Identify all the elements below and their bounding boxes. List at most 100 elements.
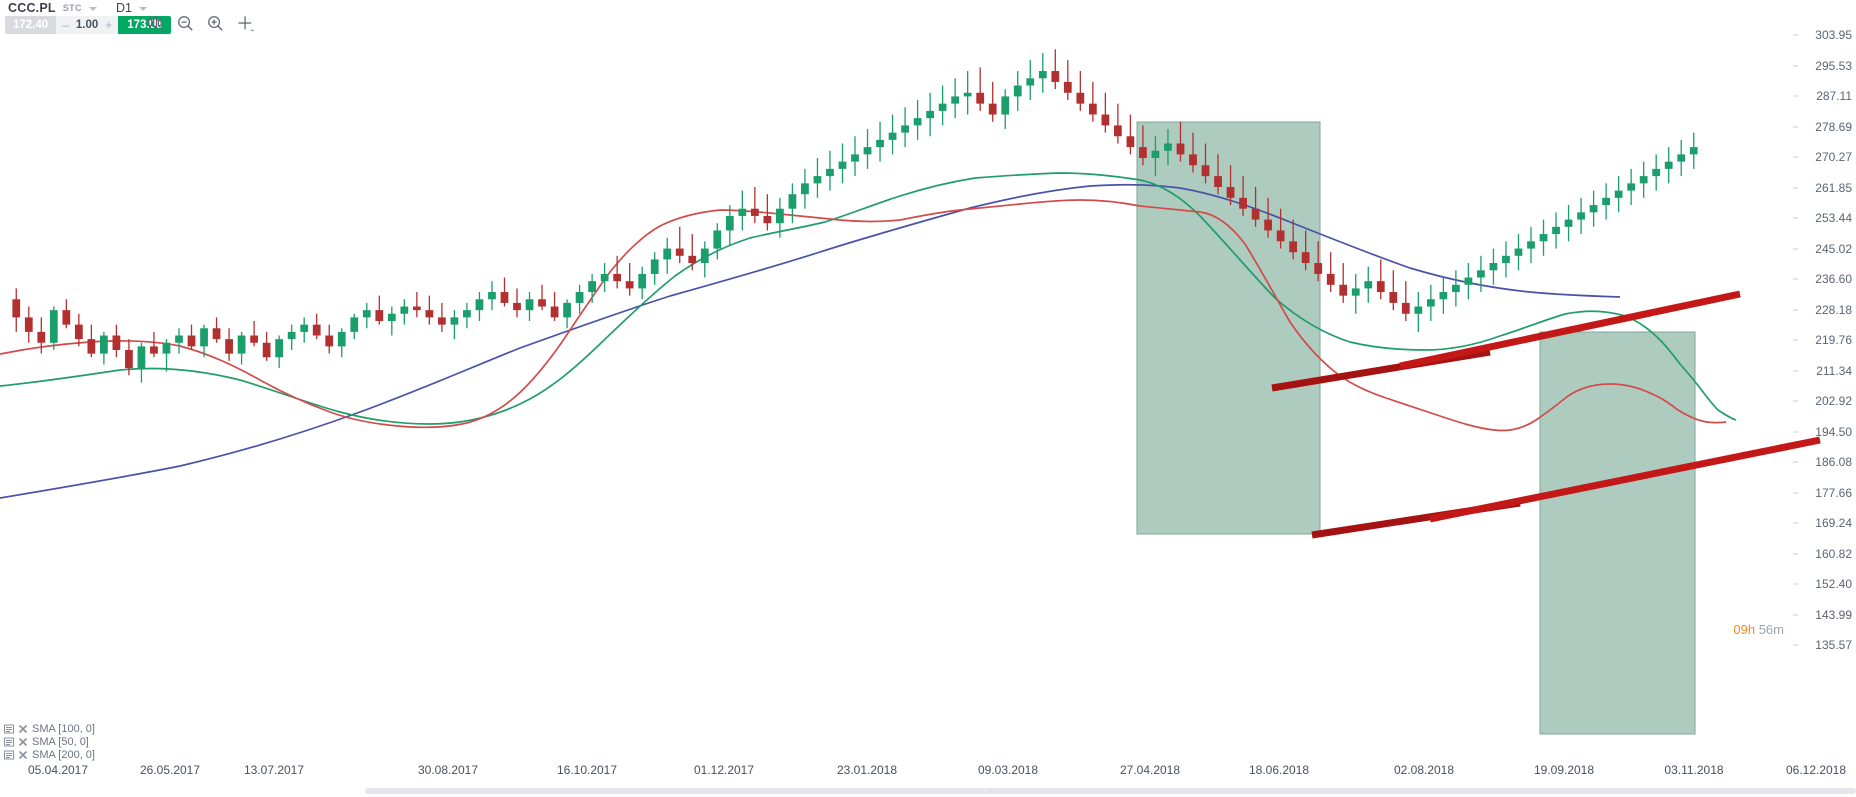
candle-body[interactable] [776, 208, 784, 224]
candle-body[interactable] [813, 176, 822, 184]
candle-body[interactable] [488, 292, 496, 300]
candle-body[interactable] [74, 324, 83, 340]
candle-body[interactable] [1051, 71, 1060, 82]
candle-body[interactable] [325, 335, 334, 347]
candle-body[interactable] [1176, 143, 1185, 155]
candle-body[interactable] [788, 194, 797, 209]
candle-body[interactable] [37, 331, 46, 343]
candle-body[interactable] [1151, 150, 1160, 158]
lower-support-line[interactable] [1429, 436, 1821, 523]
candle-body[interactable] [1013, 85, 1022, 97]
candle-body[interactable] [901, 125, 909, 133]
upper-resistance-line[interactable] [1399, 290, 1741, 370]
candle-body[interactable] [826, 168, 834, 177]
candle-body[interactable] [475, 299, 484, 311]
candle-body[interactable] [738, 208, 747, 216]
candle-body[interactable] [525, 299, 534, 311]
candle-body[interactable] [538, 299, 546, 307]
candle-body[interactable] [513, 302, 521, 311]
candle-body[interactable] [350, 317, 359, 332]
candle-body[interactable] [1414, 306, 1423, 314]
candle-body[interactable] [1514, 248, 1523, 256]
candle-body[interactable] [1602, 197, 1610, 206]
indicator-properties-icon[interactable] [4, 737, 14, 747]
candle-body[interactable] [1339, 284, 1348, 296]
candle-body[interactable] [400, 306, 409, 314]
indicator-remove-icon[interactable] [18, 737, 28, 747]
candle-body[interactable] [1539, 234, 1548, 242]
candle-body[interactable] [1689, 147, 1698, 155]
candle-body[interactable] [200, 328, 208, 347]
candle-body[interactable] [838, 161, 847, 169]
candle-body[interactable] [1564, 219, 1573, 227]
horizontal-scrollbar[interactable] [0, 784, 1856, 797]
legend-item[interactable]: SMA [50, 0] [4, 736, 95, 748]
crosshair-icon[interactable] [236, 14, 255, 33]
candle-body[interactable] [926, 110, 934, 119]
volume-value[interactable]: 1.00 [75, 19, 99, 31]
candle-body[interactable] [187, 335, 196, 347]
candle-body[interactable] [362, 310, 371, 318]
candle-body[interactable] [663, 248, 672, 260]
zoom-in-icon[interactable] [206, 14, 225, 33]
indicator-properties-icon[interactable] [4, 724, 14, 734]
candle-body[interactable] [713, 230, 722, 249]
candle-body[interactable] [1314, 263, 1323, 274]
candle-body[interactable] [1226, 186, 1235, 198]
candle-body[interactable] [688, 255, 697, 264]
timeframe-chevron-down-icon[interactable] [138, 7, 147, 11]
candle-body[interactable] [725, 215, 734, 231]
candle-body[interactable] [287, 331, 296, 340]
candle-body[interactable] [888, 132, 897, 140]
candle-body[interactable] [1589, 205, 1598, 213]
candle-body[interactable] [463, 310, 471, 318]
candle-body[interactable] [1026, 78, 1035, 86]
candle-body[interactable] [588, 281, 596, 293]
candle-body[interactable] [1401, 302, 1410, 314]
candle-body[interactable] [1289, 241, 1298, 253]
candle-body[interactable] [150, 346, 158, 354]
candle-body[interactable] [625, 281, 634, 289]
candle-body[interactable] [62, 310, 71, 325]
candle-body[interactable] [876, 139, 884, 148]
candle-body[interactable] [412, 306, 421, 311]
candle-body[interactable] [938, 103, 947, 111]
candle-body[interactable] [175, 335, 183, 343]
candle-body[interactable] [1126, 136, 1135, 148]
candle-body[interactable] [863, 147, 872, 155]
candle-body[interactable] [563, 302, 571, 318]
candle-body[interactable] [100, 335, 108, 354]
candle-body[interactable] [1114, 125, 1122, 137]
candle-body[interactable] [275, 339, 284, 358]
downtrend-zone-2[interactable] [1539, 331, 1696, 735]
candle-body[interactable] [1001, 96, 1010, 115]
candle-body[interactable] [976, 92, 985, 104]
candle-body[interactable] [1664, 161, 1673, 169]
candlestick-series[interactable] [12, 49, 1698, 383]
candle-body[interactable] [212, 328, 221, 340]
candle-body[interactable] [1301, 252, 1310, 264]
candle-body[interactable] [1351, 288, 1360, 296]
candle-body[interactable] [125, 349, 133, 369]
candle-body[interactable] [1326, 273, 1335, 285]
candlestick-chart-type-icon[interactable] [146, 14, 165, 33]
price-axis[interactable]: 303.95 295.53 287.11 278.69 270.27 261.85 253.… [1784, 0, 1856, 770]
candle-body[interactable] [237, 335, 246, 354]
candle-body[interactable] [262, 342, 271, 358]
candle-body[interactable] [425, 310, 434, 318]
candle-body[interactable] [801, 183, 809, 195]
timeframe-label[interactable]: D1 [115, 1, 132, 15]
candle-body[interactable] [963, 92, 972, 97]
candle-body[interactable] [1164, 143, 1172, 151]
candle-body[interactable] [700, 248, 709, 264]
candle-body[interactable] [438, 317, 446, 325]
legend-item[interactable]: SMA [200, 0] [4, 749, 95, 761]
candle-body[interactable] [49, 310, 58, 343]
candle-body[interactable] [1063, 81, 1072, 93]
candle-body[interactable] [1088, 103, 1097, 115]
candle-body[interactable] [137, 346, 146, 369]
candle-body[interactable] [750, 208, 759, 216]
candle-body[interactable] [337, 331, 346, 347]
candle-body[interactable] [1376, 281, 1385, 293]
downtrend-zone-1[interactable] [1136, 121, 1321, 535]
